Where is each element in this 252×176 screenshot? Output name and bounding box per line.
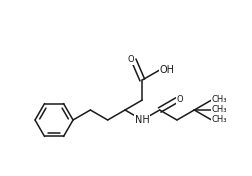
Text: CH₃: CH₃ [211, 105, 226, 115]
Text: OH: OH [159, 65, 174, 75]
Text: O: O [176, 96, 183, 105]
Text: O: O [127, 55, 133, 64]
Text: NH: NH [134, 115, 149, 125]
Text: CH₃: CH₃ [211, 96, 226, 105]
Text: CH₃: CH₃ [211, 115, 226, 124]
